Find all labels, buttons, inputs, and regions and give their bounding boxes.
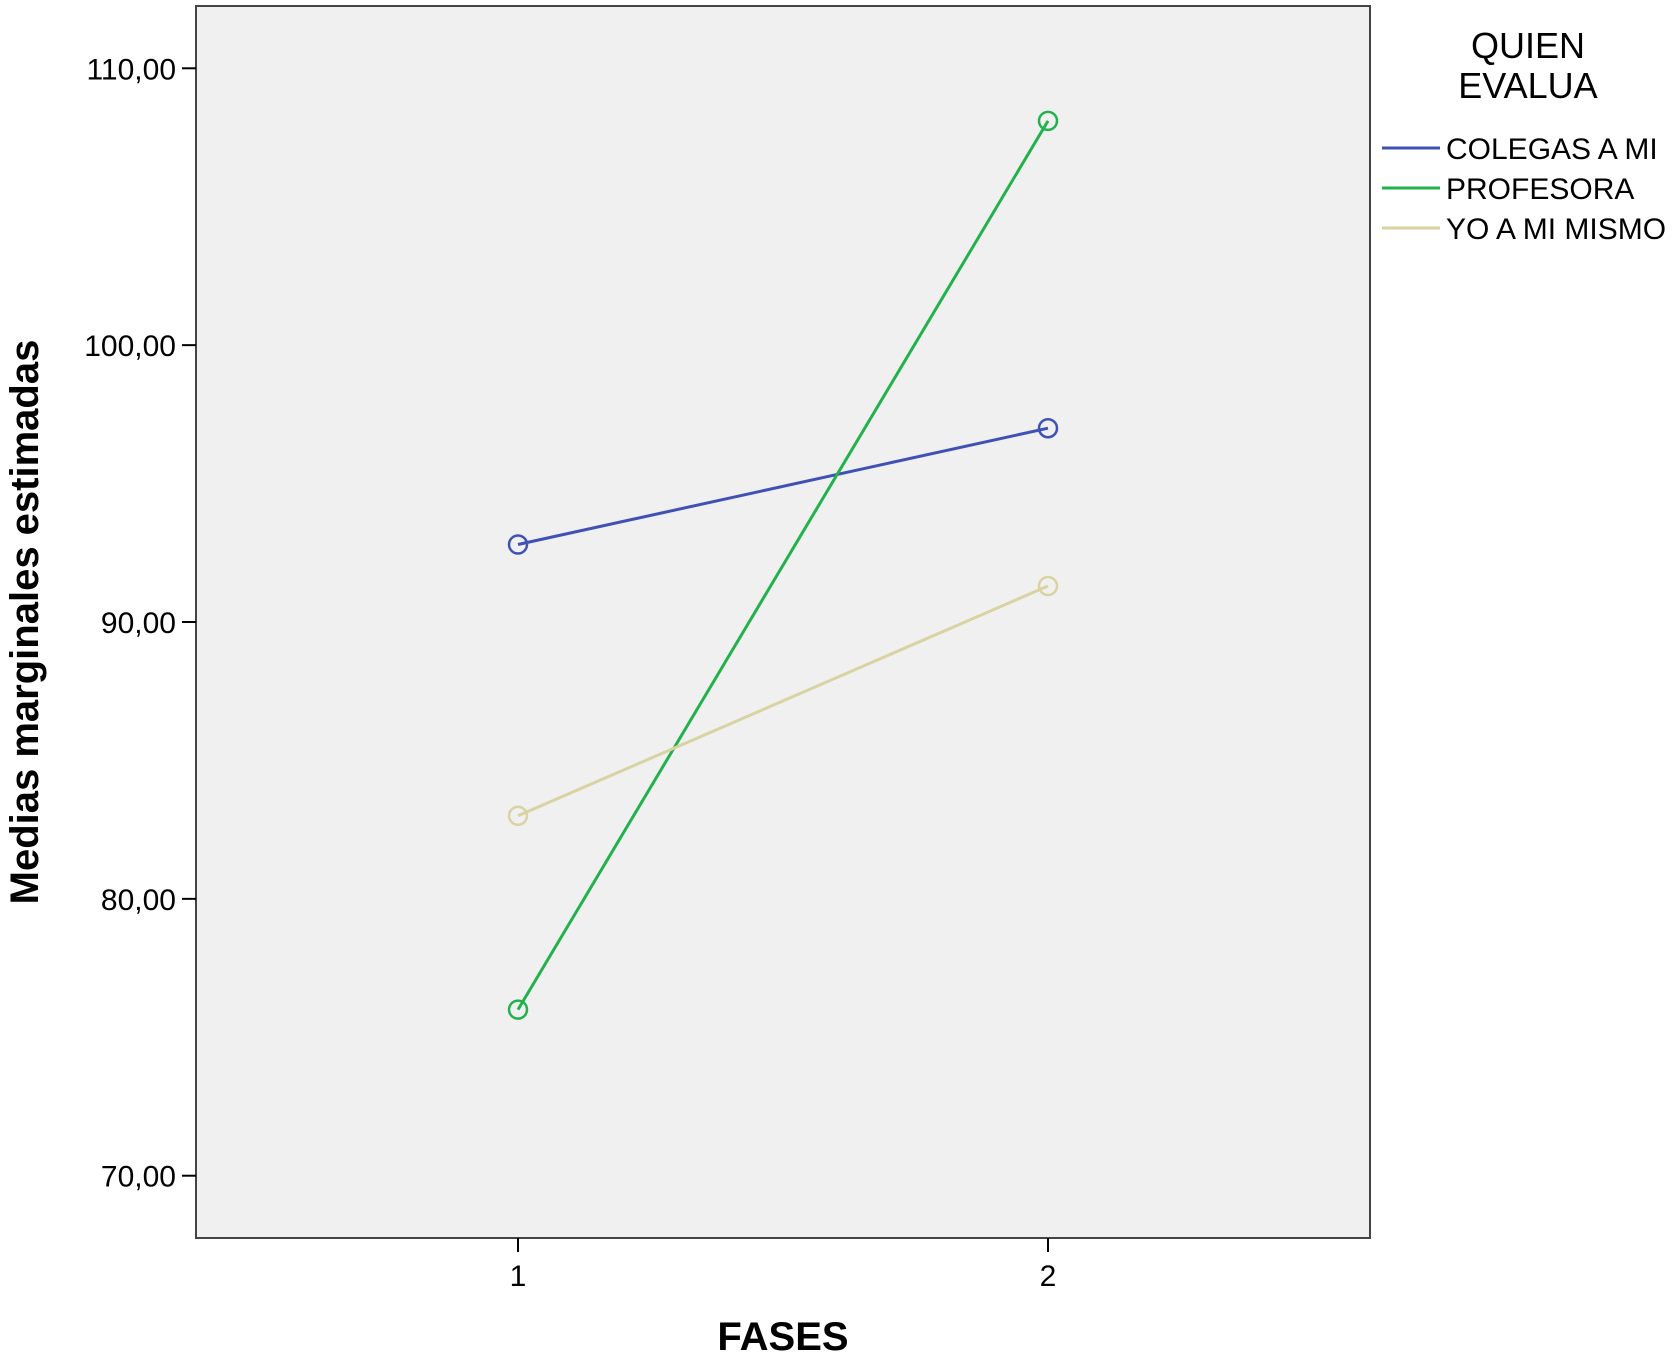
series-line-2 [517, 584, 1049, 818]
series-line-0 [517, 426, 1049, 546]
x-tick-label-1: 2 [1040, 1260, 1057, 1293]
plot-area [195, 5, 1371, 1239]
y-tick-label-0: 70,00 [101, 1161, 176, 1194]
series-0-point-1 [1037, 417, 1059, 439]
legend-title-line-2: EVALUA [1458, 65, 1597, 106]
y-axis-title: Medias marginales estimadas [3, 340, 47, 905]
series-layer [507, 110, 1059, 1020]
legend-title-line-1: QUIEN [1471, 25, 1585, 66]
legend-label-0: COLEGAS A MI [1446, 133, 1658, 166]
legend-label-1: PROFESORA [1446, 173, 1634, 206]
x-axis-title: FASES [717, 1315, 848, 1359]
series-1-point-1 [1037, 110, 1059, 132]
legend: QUIEN EVALUA COLEGAS A MI PROFESORA YO A M… [1382, 25, 1666, 246]
legend-label-2: YO A MI MISMO [1446, 213, 1666, 246]
y-tick-label-1: 80,00 [101, 884, 176, 917]
series-2-point-0 [507, 805, 529, 827]
y-tick-label-4: 110,00 [86, 53, 176, 86]
y-axis: 70,00 80,00 90,00 100,00 110,00 [84, 53, 196, 1194]
y-tick-label-3: 100,00 [84, 330, 176, 363]
series-0-point-0 [507, 534, 529, 555]
series-2-point-1 [1037, 575, 1059, 597]
legend-items: COLEGAS A MI PROFESORA YO A MI MISMO [1382, 133, 1666, 246]
series-1-point-0 [507, 999, 529, 1020]
x-tick-label-0: 1 [510, 1260, 527, 1293]
series-line-1 [516, 120, 1050, 1011]
y-tick-label-2: 90,00 [101, 607, 176, 640]
